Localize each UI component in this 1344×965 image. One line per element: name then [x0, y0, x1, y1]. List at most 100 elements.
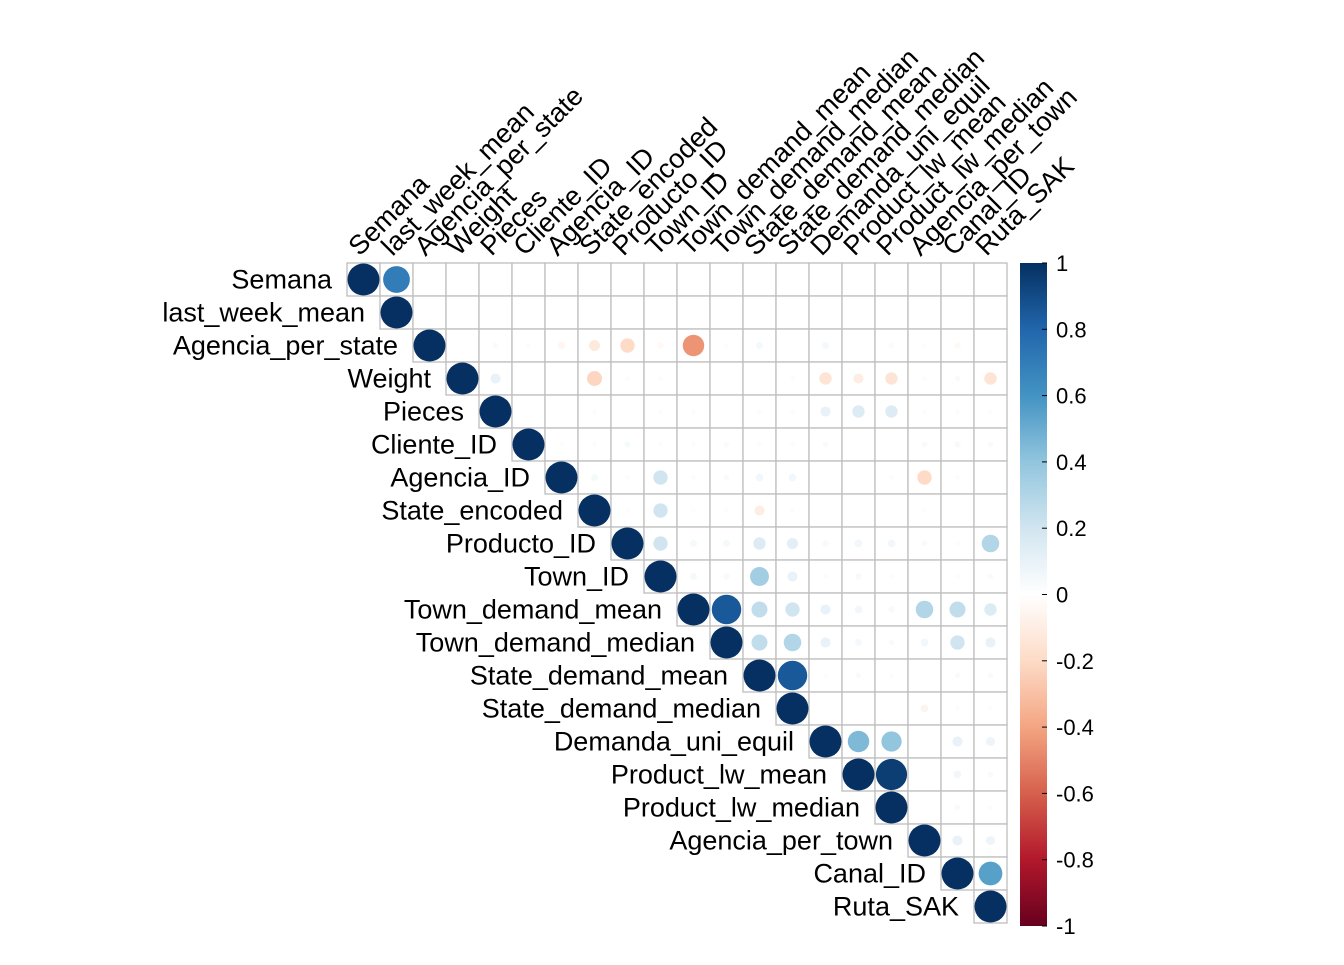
corr-circle-Agencia_per_state-Product_lw_median [888, 342, 895, 349]
row-label: Town_ID [524, 562, 629, 592]
corr-circle-Pieces-Demanda_uni_equil [820, 406, 831, 417]
corr-circle-Agencia_ID-Town_ID [653, 470, 668, 485]
corr-circle-Producto_ID-Town_ID [653, 536, 668, 551]
corr-circle-State_encoded-Town_ID [653, 503, 668, 518]
corr-circle-State_demand_mean-State_demand_median [777, 660, 808, 691]
grid-cell [511, 394, 546, 429]
corr-circle-Cliente_ID-Town_ID [658, 442, 663, 447]
corr-circle-Agencia_per_state-State_demand_mean [755, 341, 764, 350]
corr-circle-Agencia_ID-Product_lw_median [889, 475, 894, 480]
corr-circle-Product_lw_mean-Agencia_per_town [922, 772, 927, 777]
grid-cell [676, 262, 711, 297]
colorbar-tick-label: -0.8 [1056, 848, 1094, 873]
corr-circle-Agencia_ID-Agencia_per_town [917, 470, 932, 485]
grid-cell [610, 262, 645, 297]
corr-circle-Agencia_per_state-Town_demand_mean [682, 334, 705, 357]
grid-cell [973, 493, 1008, 528]
corr-circle-Town_demand_mean-State_demand_median [785, 602, 800, 617]
corr-circle-Cliente_ID-Ruta_SAK [987, 441, 994, 448]
grid-cell [742, 295, 777, 330]
corr-circle-Demanda_uni_equil-Product_lw_median [881, 731, 902, 752]
corr-circle-Pieces-Town_demand_median [724, 409, 729, 414]
corr-circle-Agencia_per_state-Agencia_ID [557, 341, 566, 350]
corr-circle-Producto_ID-Agencia_per_town [921, 540, 928, 547]
corr-circle-Pieces-Ruta_SAK [988, 409, 993, 414]
grid-cell [742, 262, 777, 297]
corr-circle-Town_demand_median-Town_demand_median [710, 626, 743, 659]
circle-layer [347, 263, 1007, 923]
row-label: last_week_mean [162, 298, 365, 328]
corr-circle-Cliente_ID-Product_lw_mean [856, 442, 861, 447]
corr-circle-Agencia_per_state-Producto_ID [620, 338, 635, 353]
corr-circle-Pieces-State_encoded [592, 409, 597, 414]
corr-circle-Agencia_ID-Town_demand_mean [691, 475, 696, 480]
corr-circle-State_demand_mean-Product_lw_median [889, 673, 894, 678]
corr-circle-Cliente_ID-Town_demand_median [723, 441, 730, 448]
corr-circle-Agencia_per_town-Ruta_SAK [985, 835, 996, 846]
grid-cell [709, 295, 744, 330]
corr-circle-Demanda_uni_equil-Product_lw_mean [847, 730, 870, 753]
corr-circle-Town_ID-Town_demand_median [723, 573, 730, 580]
corr-circle-Town_demand_median-State_demand_mean [751, 634, 768, 651]
corr-circle-State_encoded-Agencia_per_town [922, 508, 927, 513]
grid-layer [346, 262, 1008, 924]
corr-circle-Town_demand_median-Agencia_per_town [920, 638, 929, 647]
grid-cell [907, 262, 942, 297]
grid-cell [874, 262, 909, 297]
colorbar-tick-label: 1 [1056, 251, 1068, 276]
corr-circle-Cliente_ID-Canal_ID [954, 441, 961, 448]
corr-circle-Product_lw_mean-Canal_ID [953, 770, 962, 779]
grid-cell [478, 262, 513, 297]
row-label: Product_lw_median [623, 793, 860, 823]
corr-circle-Town_demand_mean-Town_demand_median [711, 594, 742, 625]
corr-circle-State_demand_mean-State_demand_mean [743, 659, 776, 692]
corr-circle-Weight-Pieces [490, 373, 501, 384]
corr-circle-Demanda_uni_equil-Ruta_SAK [985, 736, 996, 747]
colorbar-tick-label: 0.6 [1056, 384, 1087, 409]
corr-circle-Agencia_ID-State_demand_mean [755, 473, 764, 482]
corr-circle-Weight-Product_lw_median [885, 372, 898, 385]
row-label: Producto_ID [446, 529, 596, 559]
corr-circle-Agencia_ID-State_demand_median [788, 473, 797, 482]
corr-circle-Cliente_ID-Demanda_uni_equil [822, 441, 829, 448]
corr-circle-State_demand_median-Product_lw_mean [856, 706, 861, 711]
grid-cell [808, 262, 843, 297]
corr-circle-Town_demand_mean-Demanda_uni_equil [820, 604, 831, 615]
corr-circle-Weight-Ruta_SAK [984, 372, 997, 385]
colorbar-tick-label: -0.6 [1056, 781, 1094, 806]
corr-circle-Town_ID-Product_lw_mean [855, 573, 862, 580]
corr-circle-State_encoded-Town_demand_median [724, 508, 729, 513]
colorbar-tick-label: -0.4 [1056, 715, 1094, 740]
corr-circle-Town_ID-State_demand_mean [750, 567, 769, 586]
grid-cell [544, 262, 579, 297]
grid-cell [973, 460, 1008, 495]
corr-circle-Cliente_ID-Town_demand_mean [691, 442, 696, 447]
grid-cell [709, 262, 744, 297]
grid-cell [841, 328, 876, 363]
colorbar-tick-label: 0.4 [1056, 450, 1087, 475]
grid-cell [742, 493, 777, 528]
colorbar-tick-label: 0 [1056, 583, 1068, 608]
row-label: Agencia_per_town [669, 826, 893, 856]
corr-circle-Pieces-Pieces [479, 395, 512, 428]
corr-circle-Pieces-Town_ID [658, 409, 663, 414]
corr-circle-Town_ID-Agencia_per_town [922, 574, 927, 579]
corr-circle-Weight-Demanda_uni_equil [819, 372, 832, 385]
corr-circle-Product_lw_median-Ruta_SAK [988, 805, 993, 810]
corr-circle-Producto_ID-State_demand_mean [753, 537, 766, 550]
grid-cell [511, 361, 546, 396]
corr-circle-Town_demand_median-Product_lw_mean [854, 638, 863, 647]
corr-circle-Pieces-State_demand_mean [757, 409, 762, 414]
corr-circle-Weight-State_demand_median [790, 376, 795, 381]
corr-circle-State_demand_mean-Demanda_uni_equil [823, 673, 828, 678]
corr-circle-State_demand_mean-Product_lw_mean [855, 672, 862, 679]
row-label: Agencia_per_state [173, 331, 398, 361]
corr-circle-Town_ID-Town_demand_mean [689, 572, 698, 581]
corr-circle-Agencia_per_town-Agencia_per_town [908, 824, 941, 857]
row-label: Agencia_ID [390, 463, 530, 493]
corr-circle-Town_demand_mean-Agencia_per_town [915, 600, 934, 619]
corr-circle-Cliente_ID-Agencia_ID [559, 442, 564, 447]
corr-circle-Town_demand_median-State_demand_median [783, 633, 802, 652]
